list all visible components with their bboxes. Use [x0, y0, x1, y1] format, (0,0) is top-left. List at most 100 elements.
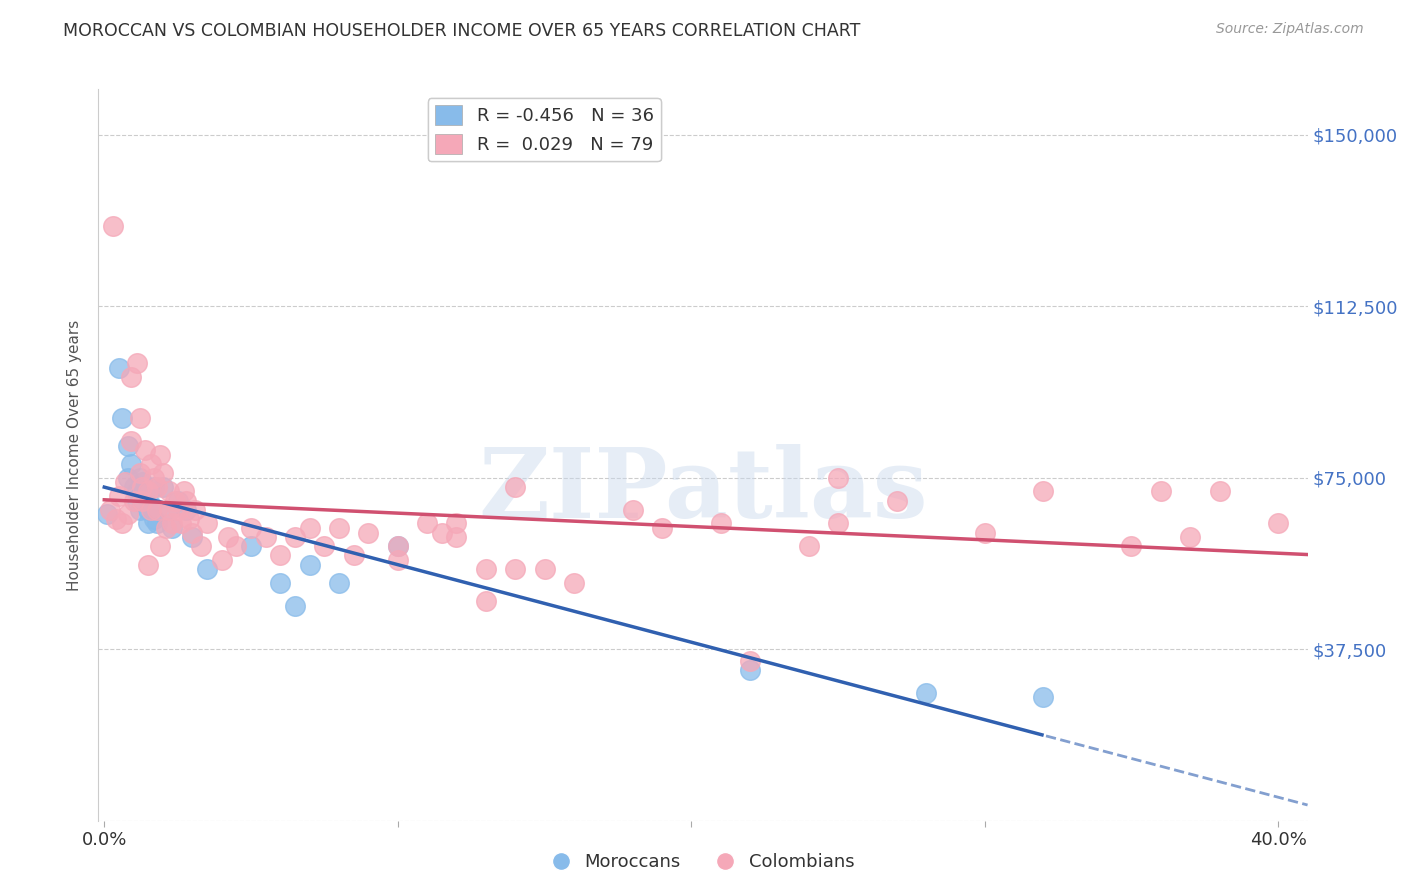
Point — [1150, 484, 1173, 499]
Point — [111, 516, 134, 531]
Point — [710, 516, 733, 531]
Point — [128, 466, 150, 480]
Point — [120, 434, 142, 449]
Text: Source: ZipAtlas.com: Source: ZipAtlas.com — [1216, 22, 1364, 37]
Point — [621, 502, 644, 516]
Y-axis label: Householder Income Over 65 years: Householder Income Over 65 years — [67, 319, 83, 591]
Point — [131, 475, 153, 490]
Point — [886, 493, 908, 508]
Point — [328, 521, 350, 535]
Point — [533, 562, 555, 576]
Point — [122, 480, 145, 494]
Point — [134, 443, 156, 458]
Point — [98, 502, 121, 516]
Point — [254, 530, 277, 544]
Point — [343, 549, 366, 563]
Point — [797, 539, 820, 553]
Point — [284, 530, 307, 544]
Point — [738, 663, 761, 677]
Point — [181, 525, 204, 540]
Point — [157, 484, 180, 499]
Point — [562, 576, 585, 591]
Point — [357, 525, 380, 540]
Point — [125, 356, 148, 370]
Legend: R = -0.456   N = 36, R =  0.029   N = 79: R = -0.456 N = 36, R = 0.029 N = 79 — [427, 98, 661, 161]
Point — [475, 562, 498, 576]
Point — [131, 480, 153, 494]
Point — [131, 493, 153, 508]
Point — [136, 516, 159, 531]
Point — [131, 484, 153, 499]
Text: ZIPatlas: ZIPatlas — [478, 444, 928, 539]
Point — [108, 361, 131, 376]
Point — [101, 219, 124, 234]
Point — [1267, 516, 1289, 531]
Point — [160, 516, 183, 531]
Point — [146, 480, 169, 494]
Point — [387, 539, 409, 553]
Point — [114, 475, 136, 490]
Point — [128, 471, 150, 485]
Point — [143, 471, 166, 485]
Point — [120, 370, 142, 384]
Point — [915, 685, 938, 699]
Point — [298, 558, 321, 572]
Point — [328, 576, 350, 591]
Point — [430, 525, 453, 540]
Point — [166, 502, 188, 516]
Point — [160, 521, 183, 535]
Point — [134, 489, 156, 503]
Legend: Moroccans, Colombians: Moroccans, Colombians — [544, 847, 862, 879]
Point — [240, 521, 263, 535]
Point — [195, 562, 218, 576]
Point — [141, 498, 163, 512]
Point — [136, 558, 159, 572]
Point — [314, 539, 336, 553]
Point — [387, 539, 409, 553]
Point — [152, 466, 174, 480]
Point — [195, 516, 218, 531]
Point — [157, 502, 180, 516]
Point — [416, 516, 439, 531]
Point — [146, 516, 169, 531]
Point — [143, 480, 166, 494]
Point — [503, 480, 526, 494]
Point — [173, 484, 195, 499]
Point — [446, 530, 468, 544]
Point — [176, 493, 198, 508]
Point — [1208, 484, 1230, 499]
Point — [155, 521, 177, 535]
Point — [146, 502, 169, 516]
Point — [108, 489, 131, 503]
Point — [269, 549, 291, 563]
Point — [163, 493, 186, 508]
Point — [128, 502, 150, 516]
Point — [111, 411, 134, 425]
Point — [298, 521, 321, 535]
Point — [973, 525, 995, 540]
Point — [446, 516, 468, 531]
Point — [827, 471, 849, 485]
Point — [1121, 539, 1143, 553]
Point — [1032, 484, 1054, 499]
Point — [141, 502, 163, 516]
Point — [128, 411, 150, 425]
Point — [152, 480, 174, 494]
Point — [1032, 690, 1054, 705]
Point — [149, 448, 172, 462]
Point — [169, 516, 191, 531]
Point — [120, 457, 142, 471]
Point — [117, 508, 139, 522]
Point — [136, 502, 159, 516]
Point — [96, 508, 118, 522]
Point — [225, 539, 247, 553]
Point — [387, 553, 409, 567]
Point — [217, 530, 239, 544]
Point — [157, 502, 180, 516]
Point — [122, 493, 145, 508]
Point — [181, 530, 204, 544]
Text: MOROCCAN VS COLOMBIAN HOUSEHOLDER INCOME OVER 65 YEARS CORRELATION CHART: MOROCCAN VS COLOMBIAN HOUSEHOLDER INCOME… — [63, 22, 860, 40]
Point — [240, 539, 263, 553]
Point — [117, 471, 139, 485]
Point — [105, 512, 128, 526]
